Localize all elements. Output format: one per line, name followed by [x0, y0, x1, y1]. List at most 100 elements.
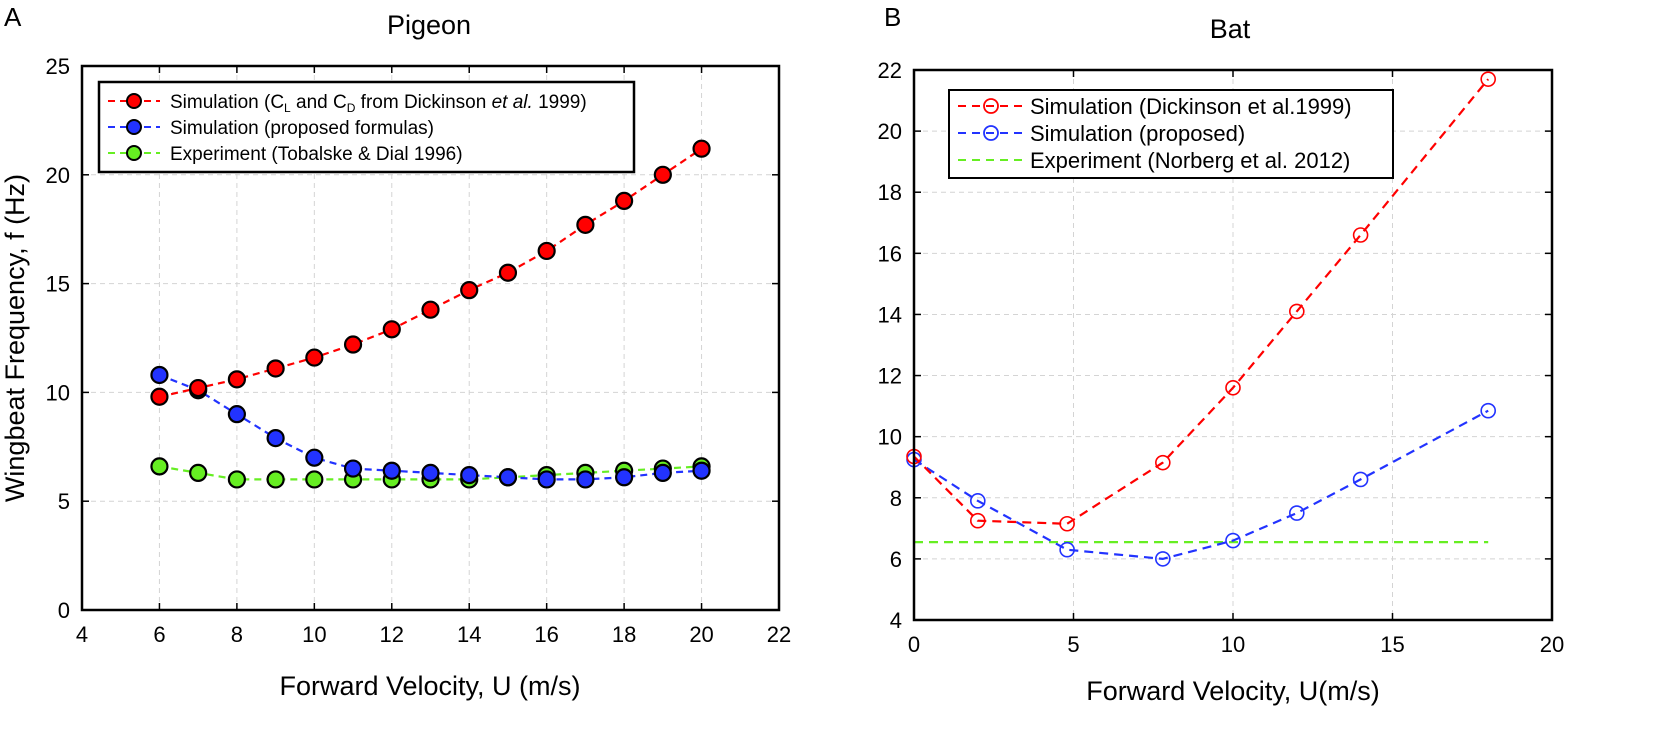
panel-a-ticks: 4 6 8 10 12 14 16 18 20 22 0 5 10 15 20 25 — [46, 54, 792, 647]
panel-a-x-tick-label: 16 — [534, 622, 558, 647]
panel-b-x-tick-label: 20 — [1540, 632, 1564, 657]
panel-a-series-2-point — [189, 463, 208, 483]
panel-a-series-1-point — [343, 459, 363, 478]
panel-a-series-0-point — [382, 320, 401, 339]
panel-a-title: Pigeon — [387, 10, 471, 40]
panel-b-label: B — [884, 2, 901, 32]
legend-b-label-dickinson: Simulation (Dickinson et al.1999) — [1030, 94, 1352, 119]
panel-b-series-1-point — [1059, 541, 1075, 558]
panel-a-y-tick-label: 10 — [46, 380, 70, 405]
panel-b: B Bat 0 5 10 15 20 4 6 8 10 12 14 16 18 20 22 Forward … — [878, 2, 1565, 706]
panel-a-y-tick-label: 0 — [58, 598, 70, 623]
panel-a-plot-frame — [80, 64, 781, 612]
panel-a-series-0-point — [343, 335, 363, 354]
panel-b-title: Bat — [1210, 14, 1251, 44]
legend-b-marker-dickinson — [983, 98, 999, 114]
panel-b-y-tick-label: 20 — [878, 119, 902, 144]
panel-b-series-1-point — [1225, 532, 1241, 549]
panel-a-series-1-point — [150, 365, 169, 385]
panel-a-series-0-point — [615, 191, 634, 211]
panel-b-x-tick-label: 5 — [1067, 632, 1079, 657]
panel-a-series-0-point — [150, 387, 169, 406]
panel-a-series-1-point — [460, 465, 479, 485]
panel-a-legend-box — [97, 80, 636, 174]
panel-b-legend-box — [948, 89, 1394, 179]
panel-b-series-0-point — [1155, 454, 1171, 471]
panel-a-series — [150, 139, 711, 489]
panel-a-series-1-point — [576, 470, 595, 489]
panel-a-x-tick-label: 8 — [231, 622, 243, 647]
panel-b-series-1-point — [1155, 551, 1171, 567]
panel-a-y-tick-label: 15 — [46, 272, 70, 297]
panel-b-series-0-point — [1059, 515, 1075, 532]
panel-a-series-1-point — [615, 468, 634, 487]
panel-b-series — [906, 71, 1496, 567]
legend-a-marker-experiment — [126, 145, 142, 161]
panel-a-y-tick-label: 5 — [58, 489, 70, 514]
legend-a-label-proposed: Simulation (proposed formulas) — [170, 118, 434, 139]
panel-a-series-0-point — [460, 281, 479, 300]
panel-b-series-1-point — [1352, 471, 1369, 488]
panel-a-x-tick-label: 14 — [457, 622, 481, 647]
panel-b-series-1-line — [913, 409, 1489, 561]
panel-a-series-1-point — [382, 461, 401, 480]
panel-a-series-2-point — [266, 470, 285, 489]
panel-a-series-1-point — [421, 463, 440, 483]
panel-b-series-0-point — [1225, 379, 1241, 396]
panel-b-y-tick-label: 16 — [878, 241, 902, 266]
panel-a-series-0-point — [227, 370, 246, 389]
panel-b-series-0-point — [969, 512, 986, 529]
panel-b-y-tick-label: 22 — [878, 58, 902, 83]
panel-a-series-0-point — [189, 378, 208, 398]
panel-a-series-1-point — [653, 463, 672, 483]
panel-a-series-0-point — [266, 359, 285, 378]
panel-b-series-0-line — [913, 78, 1490, 525]
panel-b-series-1-point — [1480, 402, 1496, 419]
panel-b-y-tick-label: 4 — [890, 608, 902, 633]
legend-a-marker-proposed — [126, 119, 142, 135]
panel-b-x-axis-label: Forward Velocity, U(m/s) — [1086, 676, 1380, 706]
panel-b-series-1-point — [969, 493, 986, 509]
panel-b-y-tick-label: 12 — [878, 364, 902, 389]
panel-a-x-tick-label: 6 — [153, 622, 165, 647]
legend-b-marker-proposed — [983, 125, 999, 141]
panel-a-series-1-point — [692, 461, 711, 480]
panel-a-y-axis-label: Wingbeat Frequency, f (Hz) — [0, 174, 30, 502]
panel-b-series-1-point — [1289, 505, 1305, 521]
panel-b-x-tick-label: 0 — [908, 632, 920, 657]
panel-a-legend: Simulation (CL and CD from Dickinson et … — [97, 80, 636, 174]
panel-a-series-0-point — [305, 348, 324, 367]
panel-a-label: A — [4, 2, 22, 32]
panel-b-y-tick-label: 8 — [890, 486, 902, 511]
panel-a-series-2-point — [305, 470, 324, 489]
panel-a-series-0-point — [576, 215, 595, 234]
legend-b-label-proposed: Simulation (proposed) — [1030, 121, 1245, 146]
panel-b-y-tick-label: 14 — [878, 302, 902, 327]
panel-b-series-0-point — [1289, 303, 1305, 320]
panel-a-series-0-point — [537, 241, 556, 261]
panel-a-series-2-point — [227, 470, 246, 489]
panel-a-series-1-point — [305, 448, 324, 467]
panel-a-series-1-point — [227, 405, 246, 424]
legend-a-marker-dickinson — [126, 93, 142, 109]
panel-a-series-0-point — [498, 263, 518, 282]
panel-b-y-tick-label: 18 — [878, 180, 902, 205]
panel-b-series-0-point — [1480, 71, 1496, 87]
legend-b-label-experiment: Experiment (Norberg et al. 2012) — [1030, 148, 1350, 173]
panel-a-x-tick-label: 10 — [302, 622, 326, 647]
panel-b-x-tick-label: 10 — [1221, 632, 1245, 657]
panel-b-legend: Simulation (Dickinson et al.1999) Simula… — [948, 89, 1394, 179]
panel-a-x-tick-label: 12 — [380, 622, 404, 647]
legend-a-label-experiment: Experiment (Tobalske & Dial 1996) — [170, 144, 463, 165]
panel-a-series-0-point — [421, 300, 440, 319]
panel-a-series-2-point — [150, 457, 169, 476]
panel-a-series-1-point — [266, 428, 285, 448]
panel-a-x-tick-label: 4 — [76, 622, 88, 647]
panel-b-series-0-point — [1352, 227, 1369, 243]
panel-b-x-tick-label: 15 — [1380, 632, 1404, 657]
panel-a-series-1-point — [537, 470, 556, 489]
panel-a-x-tick-label: 18 — [612, 622, 636, 647]
panel-a-series-0-line — [159, 147, 703, 398]
panel-a-x-axis-label: Forward Velocity, U (m/s) — [279, 671, 580, 701]
